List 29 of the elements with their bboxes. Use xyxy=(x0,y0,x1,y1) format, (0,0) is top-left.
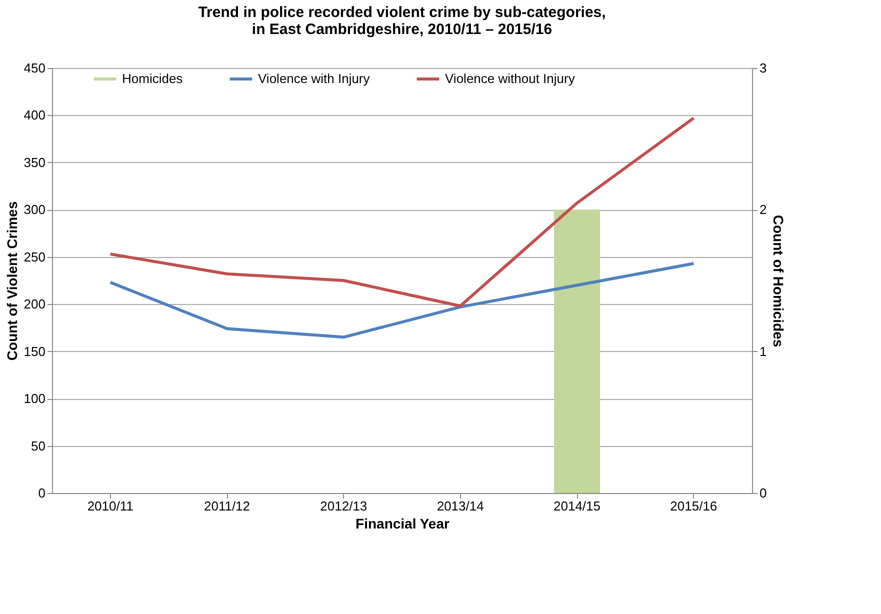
y-axis-title: Count of Violent Crimes xyxy=(4,201,20,361)
x-tick-label: 2012/13 xyxy=(320,498,368,514)
x-tick-label: 2014/15 xyxy=(554,498,600,514)
x-tick-label: 2015/16 xyxy=(670,498,718,514)
line-series xyxy=(108,116,696,308)
y-tick-label: 150 xyxy=(24,344,46,359)
y-tick-label: 350 xyxy=(24,154,46,170)
y-tick-label: 300 xyxy=(24,202,46,218)
y-tick-label: 250 xyxy=(24,249,46,264)
y2-tick-label: 1 xyxy=(760,344,767,359)
y-tick-label: 400 xyxy=(24,108,46,123)
y2-tick-label: 3 xyxy=(760,60,767,76)
chart-title: Trend in police recorded violent crime by sub-categories, in East Cambridgeshire, 2010/11 – 2015/16 xyxy=(198,4,606,38)
legend-label: Violence with Injury xyxy=(258,71,370,86)
x-tick-label: 2013/14 xyxy=(436,498,484,514)
legend-label: Homicides xyxy=(122,71,184,86)
legend-label: Violence without Injury xyxy=(445,71,576,86)
x-tick-label: 2010/11 xyxy=(87,498,134,514)
y-tick-label: 100 xyxy=(24,391,46,406)
x-axis-title: Financial Year xyxy=(356,516,450,532)
y-tick-label: 200 xyxy=(24,296,46,312)
y2-axis-title: Count of Homicides xyxy=(770,214,787,348)
x-tick-label: 2011/12 xyxy=(204,498,250,514)
y2-tick-label: 0 xyxy=(760,486,767,500)
line-series xyxy=(108,262,696,339)
y-tick-label: 450 xyxy=(24,60,46,76)
y-tick-label: 0 xyxy=(38,486,46,500)
y2-tick-label: 2 xyxy=(760,202,767,218)
y-tick-label: 50 xyxy=(31,438,46,454)
